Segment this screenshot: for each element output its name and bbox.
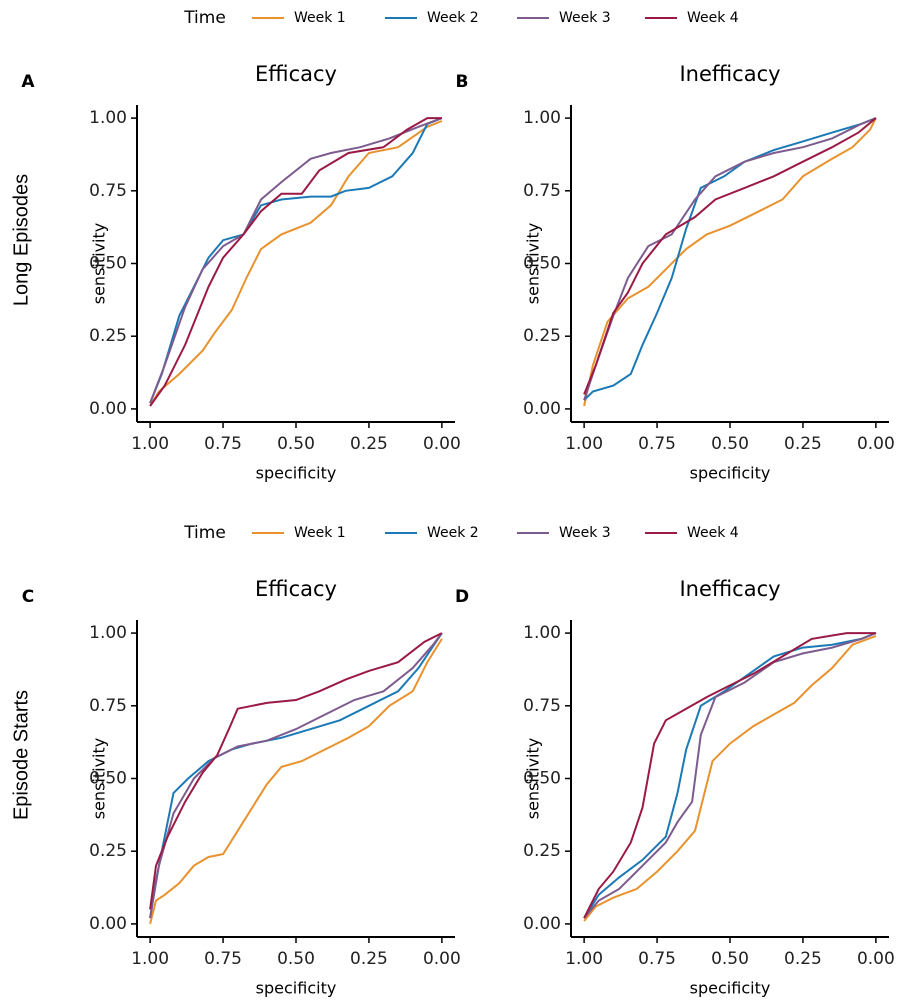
x-tick-label: 0.00 [423,949,461,969]
y-axis-label: sensitivity [90,223,109,304]
roc-line [149,632,443,919]
panel-letter: A [21,72,35,92]
row-label: Episode Starts [10,690,32,820]
legend-label: Week 1 [294,525,346,541]
roc-line [583,117,877,401]
roc-line [149,632,443,910]
y-tick-label: 0.75 [523,181,561,201]
roc-line [149,632,443,919]
x-axis-label: specificity [256,979,337,998]
legend-label: Week 4 [687,10,739,26]
roc-line [583,117,877,407]
legend-label: Week 3 [559,525,611,541]
roc-line [583,635,877,922]
x-tick-label: 0.75 [204,434,242,454]
y-tick-label: 0.50 [523,254,561,274]
panel-title: Efficacy [255,577,337,601]
legend-label: Week 2 [427,10,479,26]
y-tick-label: 0.00 [89,399,127,419]
legend-label: Week 3 [559,10,611,26]
y-axis-label: sensitivity [90,738,109,819]
roc-line [583,117,877,401]
roc-line [583,632,877,919]
y-tick-label: 0.50 [89,254,127,274]
panel-letter: D [455,587,469,607]
y-axis-label: sensitivity [524,738,543,819]
x-tick-label: 1.00 [131,949,169,969]
y-axis-label: sensitivity [524,223,543,304]
y-tick-label: 0.00 [523,399,561,419]
y-tick-label: 0.25 [523,841,561,861]
y-tick-label: 0.50 [523,769,561,789]
roc-line [583,632,876,919]
x-tick-label: 0.50 [711,949,749,969]
x-tick-label: 0.25 [350,434,388,454]
x-tick-label: 0.75 [638,434,676,454]
x-tick-label: 1.00 [565,949,603,969]
y-tick-label: 0.75 [89,696,127,716]
panel-title: Efficacy [255,62,337,86]
panel-letter: B [456,72,469,92]
x-tick-label: 1.00 [131,434,169,454]
legend-title: Time [183,8,226,28]
x-tick-label: 0.75 [638,949,676,969]
y-tick-label: 0.50 [89,769,127,789]
x-tick-label: 0.75 [204,949,242,969]
y-tick-label: 1.00 [523,108,561,128]
y-tick-label: 0.00 [89,914,127,934]
roc-line [149,117,443,404]
roc-line [149,120,443,407]
legend-label: Week 4 [687,525,739,541]
y-tick-label: 0.75 [89,181,127,201]
roc-line [583,632,877,919]
x-tick-label: 0.25 [350,949,388,969]
roc-line [149,638,443,925]
y-tick-label: 1.00 [89,623,127,643]
x-axis-label: specificity [690,979,771,998]
y-tick-label: 0.25 [89,326,127,346]
row-label: Long Episodes [10,174,32,306]
x-tick-label: 0.50 [277,949,315,969]
panel-title: Inefficacy [679,577,780,601]
x-tick-label: 0.00 [423,434,461,454]
roc-line [583,117,877,395]
x-tick-label: 0.00 [857,949,895,969]
y-tick-label: 0.75 [523,696,561,716]
y-tick-label: 0.25 [523,326,561,346]
legend-label: Week 2 [427,525,479,541]
panel-title: Inefficacy [679,62,780,86]
x-tick-label: 0.25 [784,434,822,454]
legend-label: Week 1 [294,10,346,26]
x-axis-label: specificity [256,464,337,483]
x-tick-label: 0.50 [277,434,315,454]
x-tick-label: 1.00 [565,434,603,454]
y-tick-label: 0.25 [89,841,127,861]
x-tick-label: 0.50 [711,434,749,454]
x-axis-label: specificity [690,464,771,483]
y-tick-label: 1.00 [89,108,127,128]
legend-title: Time [183,523,226,543]
x-tick-label: 0.00 [857,434,895,454]
x-tick-label: 0.25 [784,949,822,969]
roc-line [149,117,442,407]
panel-letter: C [22,587,34,607]
y-tick-label: 0.00 [523,914,561,934]
y-tick-label: 1.00 [523,623,561,643]
